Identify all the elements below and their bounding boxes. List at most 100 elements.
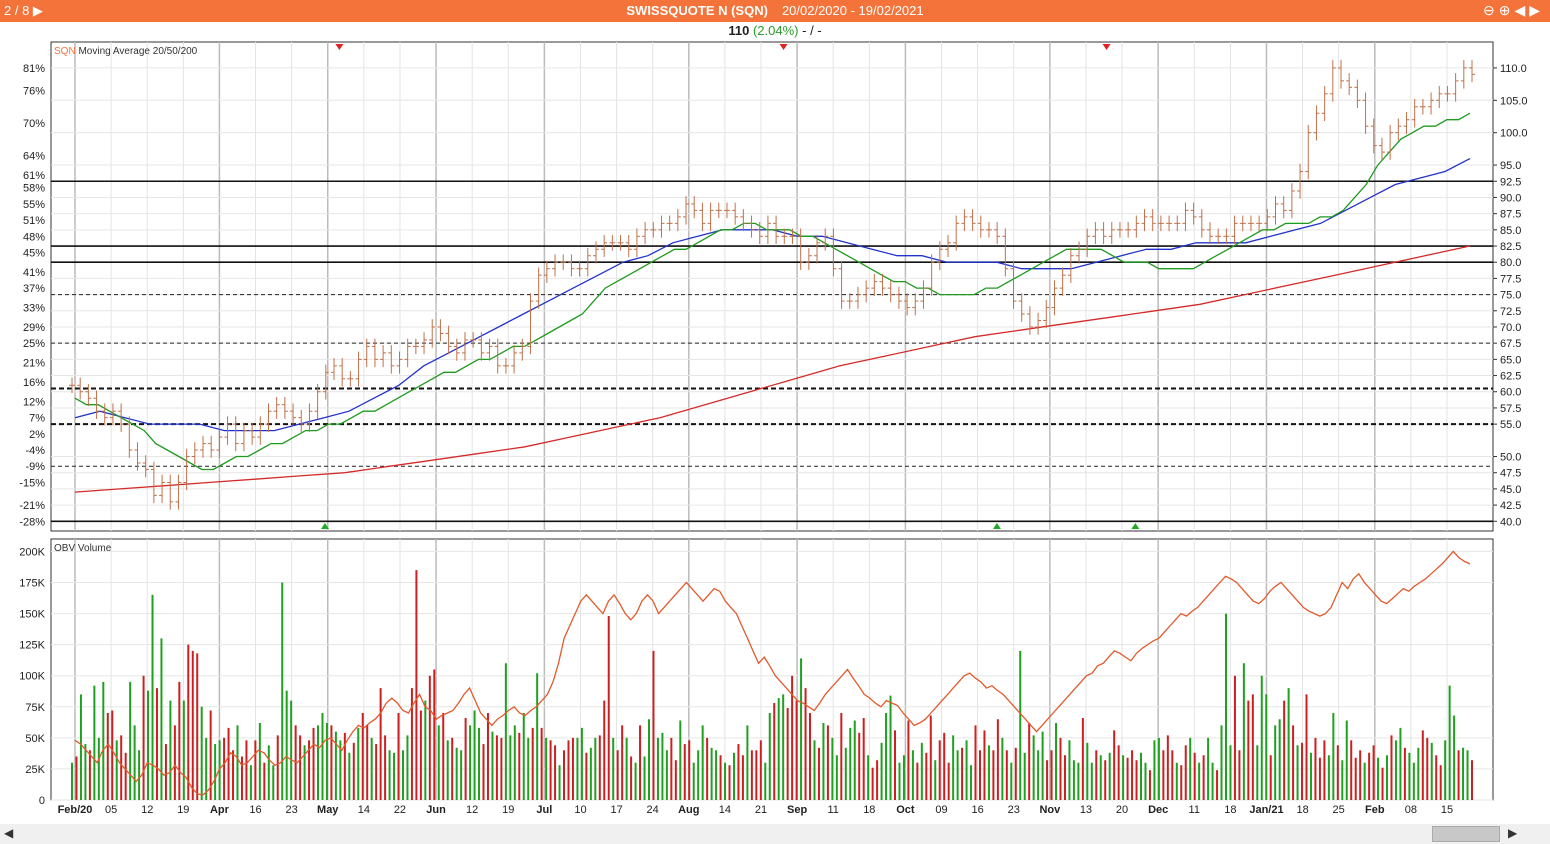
price-bar [1419, 98, 1426, 115]
y-tick-label-right: 70.0 [1500, 322, 1521, 334]
x-tick-label: Jul [536, 804, 552, 816]
y-tick-label-right: 45.0 [1500, 484, 1521, 496]
y-tick-label-right: 92.5 [1500, 176, 1521, 188]
horizontal-scrollbar[interactable]: ◀ ▶ [0, 824, 1550, 844]
price-bar [330, 358, 337, 381]
scroll-left-icon[interactable]: ◀ [4, 826, 14, 840]
price-bar [445, 325, 452, 355]
price-bar [1223, 228, 1230, 245]
x-tick-label: 05 [105, 804, 117, 816]
x-tick-label: 11 [827, 804, 838, 816]
price-bar [224, 416, 231, 445]
plus-circle-icon[interactable]: ⊕ [1498, 2, 1515, 18]
price-bar [674, 209, 681, 232]
date-range: 20/02/2020 - 19/02/2021 [781, 3, 924, 18]
price-bar [273, 396, 280, 419]
price-bar [1174, 215, 1181, 232]
y-tick-label-right: 82.5 [1500, 241, 1521, 253]
price-bar [494, 338, 501, 374]
price-bar [191, 442, 198, 465]
x-tick-label: Sep [787, 804, 807, 816]
x-tick-label: 13 [1080, 804, 1092, 816]
price-bar [339, 358, 346, 387]
x-tick-label: Feb [1365, 804, 1385, 816]
y-tick-label-left: 33% [23, 303, 45, 315]
y-tick-label-right: 65.0 [1500, 354, 1521, 366]
obv-panel[interactable]: 200K 175K 150K 125K 100K 75K 50K 25K 0 OBV Volume [19, 538, 1494, 807]
next-icon[interactable]: ▶ [1529, 2, 1544, 18]
chart-area[interactable]: 110.0 105.0 100.0 95.0 92.5 90.0 87.5 85.0 82.5 8… [0, 38, 1550, 824]
price-bar [298, 409, 305, 432]
y-tick-label-right: 95.0 [1500, 160, 1521, 172]
price-bar [535, 267, 542, 309]
price-bar [1370, 118, 1377, 154]
up-marker-icon [992, 523, 1001, 529]
price-bar [101, 403, 108, 426]
y-tick-label-right: 55.0 [1500, 419, 1521, 431]
y2-tick-label: 150K [19, 609, 45, 621]
x-tick-label: 19 [502, 804, 514, 816]
price-bar [1002, 228, 1009, 277]
price-panel[interactable]: 110.0 105.0 100.0 95.0 92.5 90.0 87.5 85.0 82.5 8… [19, 38, 1528, 532]
price-bar [1387, 124, 1394, 160]
price-bar [887, 280, 894, 303]
price-bar [707, 202, 714, 232]
price-bar [797, 228, 804, 270]
y2-tick-label: 125K [19, 640, 45, 652]
price-bar [1411, 98, 1418, 128]
y-tick-label-right: 85.0 [1500, 225, 1521, 237]
y-tick-label-left: 70% [23, 118, 45, 130]
y-tick-label-left: 64% [23, 150, 45, 162]
price-bar [920, 280, 927, 309]
down-marker-icon [1102, 44, 1111, 50]
price-bar [199, 435, 206, 458]
minus-circle-icon[interactable]: ⊖ [1482, 2, 1499, 18]
price-bar [977, 215, 984, 238]
price-bar [1297, 163, 1304, 199]
price-bar [969, 209, 976, 232]
scroll-right-icon[interactable]: ▶ [1508, 826, 1518, 840]
price-bar [740, 209, 747, 232]
price-bar [584, 247, 591, 277]
x-tick-label: 12 [141, 804, 153, 816]
price-bar [1313, 105, 1320, 141]
page-nav[interactable]: 2 / 8 ▶ [4, 3, 43, 19]
y-tick-label-left: 2% [29, 429, 45, 441]
prev-icon[interactable]: ◀ [1514, 2, 1530, 18]
price-bar [388, 345, 395, 374]
price-bar [519, 338, 526, 361]
legend-label: Moving Average 20/50/200 [78, 46, 197, 57]
price-bar [928, 254, 935, 296]
price-bar [265, 403, 272, 432]
x-tick-label: 09 [935, 804, 947, 816]
price-bar [1321, 86, 1328, 122]
price-bar [830, 228, 837, 277]
price-bar [1329, 60, 1336, 102]
down-marker-icon [779, 44, 788, 50]
price-bar [69, 377, 75, 394]
scroll-thumb[interactable] [1432, 826, 1500, 842]
price-bar [216, 429, 223, 458]
y-tick-label-right: 50.0 [1500, 452, 1521, 464]
price-bar [429, 319, 436, 348]
y-tick-label-right: 47.5 [1500, 468, 1521, 480]
price-bar [1338, 60, 1345, 89]
y-tick-label-right: 87.5 [1500, 209, 1521, 221]
price-bar [167, 474, 174, 510]
next-page-icon[interactable]: ▶ [32, 3, 43, 18]
y-tick-label-left: 41% [23, 267, 45, 279]
price-bar [601, 235, 608, 258]
price-bar [1084, 228, 1091, 258]
price-change: (2.04%) [752, 23, 799, 38]
price-bar [1231, 215, 1238, 245]
price-bar [1403, 111, 1410, 134]
price-bar [1076, 241, 1083, 264]
price-bar [961, 209, 968, 232]
price-bar [1043, 299, 1050, 329]
price-bar [1395, 118, 1402, 141]
price-bar [93, 390, 100, 419]
up-marker-icon [1131, 523, 1140, 529]
price-legend: SQN Moving Average 20/50/200 [54, 46, 198, 57]
x-tick-label: 19 [177, 804, 189, 816]
price-bar [1125, 222, 1132, 238]
